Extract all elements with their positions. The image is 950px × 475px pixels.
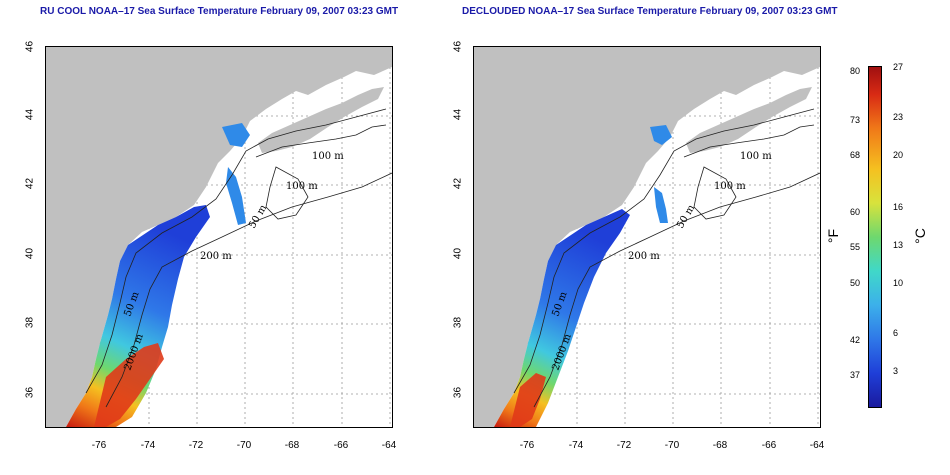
x-tick: -76	[519, 440, 535, 451]
x-tick: -66	[333, 440, 349, 451]
contour-label-100m-a: 100 m	[312, 151, 344, 162]
sst-patch-left-1	[222, 123, 250, 147]
nova-scotia	[686, 87, 812, 153]
cb-c-tick: 10	[893, 278, 904, 288]
bathymetry-contours	[513, 108, 820, 408]
y-tick: 40	[452, 247, 464, 260]
cb-c-tick: 16	[893, 202, 904, 212]
cb-f-tick: 55	[849, 242, 860, 252]
x-tick: -66	[761, 440, 777, 451]
y-tick: 40	[24, 247, 36, 260]
cb-c-tick: 27	[893, 62, 904, 72]
x-tick: -72	[188, 440, 204, 451]
y-tick: 36	[24, 386, 36, 399]
nova-scotia	[258, 87, 384, 153]
y-tick: 44	[452, 108, 464, 121]
cb-c-tick: 23	[893, 112, 904, 122]
newfoundland	[774, 47, 820, 65]
cb-c-tick: 6	[893, 328, 899, 338]
y-tick: 46	[452, 40, 464, 53]
sst-patch-left-2	[226, 167, 246, 225]
x-tick: -64	[381, 440, 397, 451]
x-tick: -76	[91, 440, 107, 451]
x-tick: -68	[284, 440, 300, 451]
bathymetry-contours	[85, 108, 392, 408]
cb-f-tick: 42	[849, 335, 860, 345]
celsius-label: °C	[911, 228, 928, 244]
x-tick: -68	[712, 440, 728, 451]
y-tick: 44	[24, 108, 36, 121]
map-panel-left: 100 m 100 m 50 m 200 m 50 m 2000 m	[45, 46, 393, 428]
y-tick: 42	[452, 177, 464, 190]
contour-label-50m-a: 50 m	[247, 203, 269, 231]
x-tick: -70	[664, 440, 680, 451]
y-tick: 46	[24, 40, 36, 53]
cb-f-tick: 80	[849, 66, 860, 76]
cb-f-tick: 50	[849, 278, 860, 288]
map-left-svg: 100 m 100 m 50 m 200 m 50 m 2000 m	[46, 47, 392, 427]
x-tick: -74	[568, 440, 584, 451]
sst-patch-right-1	[650, 125, 672, 145]
contour-label-200m: 200 m	[628, 251, 660, 262]
cb-c-tick: 13	[893, 240, 904, 250]
map-right-svg: 100 m 100 m 50 m 200 m 50 m 2000 m	[474, 47, 820, 427]
contour-label-50m-a: 50 m	[675, 203, 697, 231]
contour-label-200m: 200 m	[200, 251, 232, 262]
x-tick: -64	[809, 440, 825, 451]
cb-c-tick: 3	[893, 366, 899, 376]
cb-f-tick: 60	[849, 207, 860, 217]
sst-warm-right	[510, 373, 546, 427]
y-tick: 38	[24, 316, 36, 329]
cb-f-tick: 68	[849, 150, 860, 160]
x-tick: -74	[140, 440, 156, 451]
contour-label-100m-b: 100 m	[714, 181, 746, 192]
map-panel-right: 100 m 100 m 50 m 200 m 50 m 2000 m	[473, 46, 821, 428]
land-mass	[474, 47, 820, 427]
y-tick: 36	[452, 386, 464, 399]
cb-f-tick: 37	[849, 370, 860, 380]
sst-warm-left	[94, 343, 164, 427]
contour-label-100m-a: 100 m	[740, 151, 772, 162]
sst-patch-right-2	[654, 187, 668, 223]
panel-title-right: DECLOUDED NOAA–17 Sea Surface Temperatur…	[462, 6, 838, 17]
panel-title-left: RU COOL NOAA–17 Sea Surface Temperature …	[40, 6, 399, 17]
y-tick: 42	[24, 177, 36, 190]
cb-c-tick: 20	[893, 150, 904, 160]
x-tick: -72	[616, 440, 632, 451]
land-mass	[46, 47, 392, 427]
temperature-colorbar	[868, 66, 882, 408]
cb-f-tick: 73	[849, 115, 860, 125]
y-tick: 38	[452, 316, 464, 329]
x-tick: -70	[236, 440, 252, 451]
fahrenheit-label: °F	[825, 228, 842, 244]
contour-label-100m-b: 100 m	[286, 181, 318, 192]
newfoundland	[346, 47, 392, 65]
